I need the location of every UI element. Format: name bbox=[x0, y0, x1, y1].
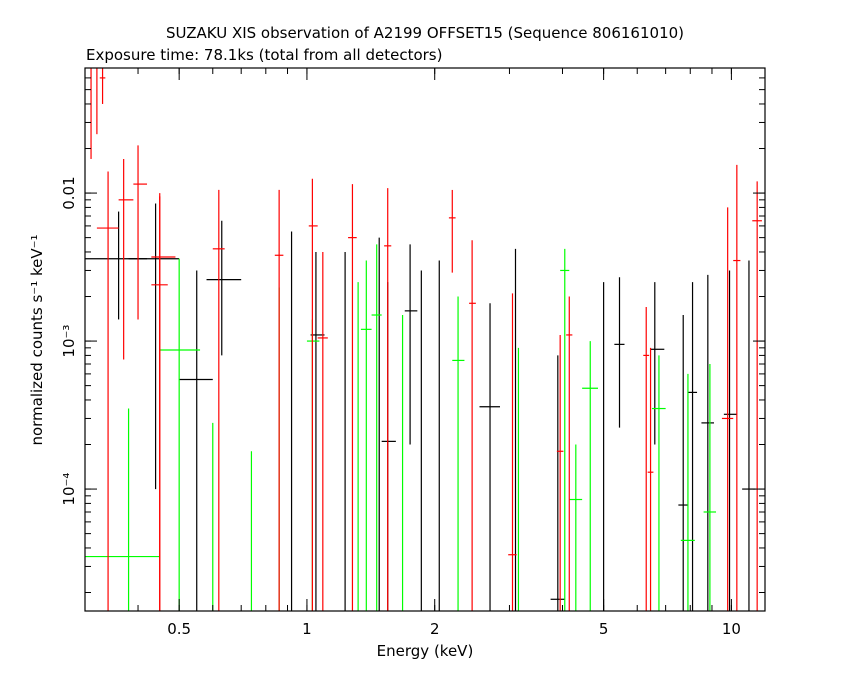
plot-frame bbox=[84, 67, 766, 612]
x-tick-label: 5 bbox=[599, 620, 609, 638]
x-tick-label: 0.5 bbox=[167, 620, 191, 638]
x-tick-label: 2 bbox=[430, 620, 440, 638]
y-tick-label: 10⁻⁴ bbox=[60, 473, 78, 506]
series-2 bbox=[90, 68, 762, 611]
y-tick-label: 10⁻³ bbox=[60, 325, 78, 358]
y-axis-label: normalized counts s⁻¹ keV⁻¹ bbox=[28, 234, 46, 445]
x-tick-label: 1 bbox=[302, 620, 312, 638]
chart-subtitle: Exposure time: 78.1ks (total from all de… bbox=[86, 46, 442, 64]
x-axis-label: Energy (keV) bbox=[377, 642, 474, 660]
tick-labels: 0.5 1 2 5 10 0.01 10⁻³ 10⁻⁴ bbox=[60, 176, 741, 638]
y-tick-label: 0.01 bbox=[60, 176, 78, 209]
x-tick-label: 10 bbox=[722, 620, 741, 638]
chart-title: SUZAKU XIS observation of A2199 OFFSET15… bbox=[166, 24, 684, 42]
error-bars bbox=[85, 68, 762, 611]
